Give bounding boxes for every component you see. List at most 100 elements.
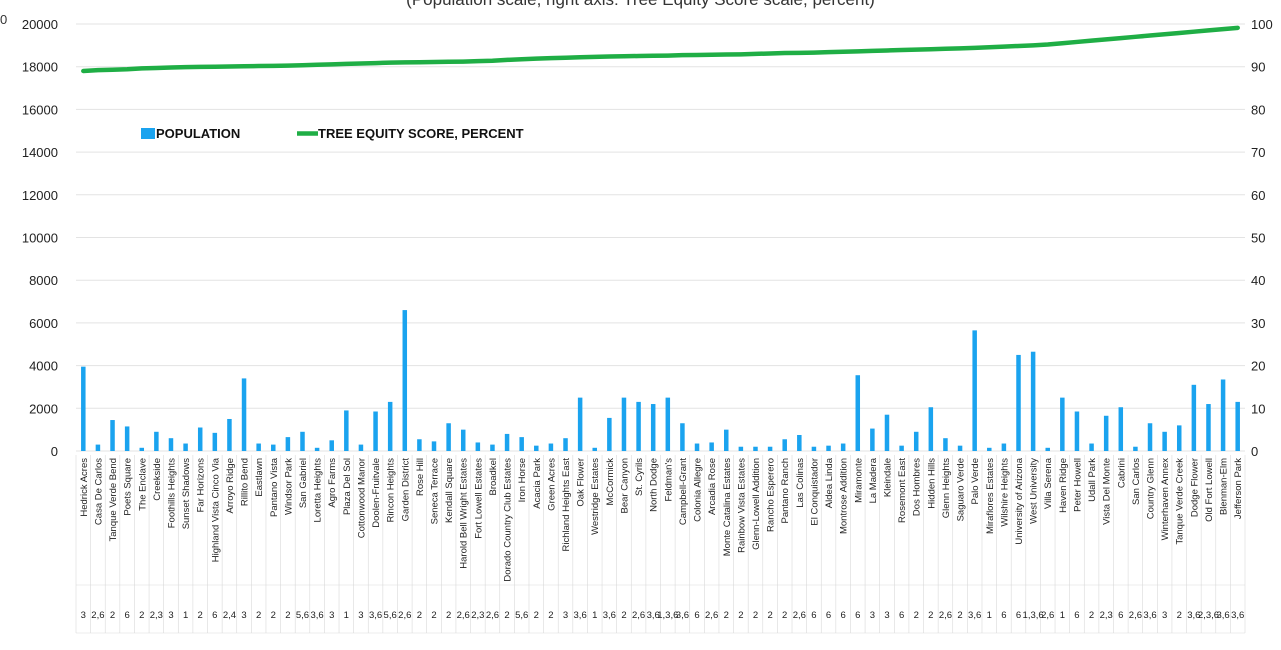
district-label: 6 xyxy=(1016,610,1021,621)
district-table: 3 2,6 2 6 2 2,3 3 1 2 6 2,4 3 2 2 2 5,6 3,6 3 1 3 3,6 5,6 2,6 2… xyxy=(75,455,1246,634)
district-label: 2 xyxy=(738,610,743,621)
category-label: Tanque Verde Bend xyxy=(108,458,119,541)
population-bar xyxy=(373,411,378,451)
population-bar xyxy=(1191,384,1197,451)
category-label: Villa Serena xyxy=(1043,457,1054,509)
category-label: Old Fort Lowell xyxy=(1204,458,1215,522)
district-label: 2 xyxy=(431,610,436,621)
district-label: 2,3 xyxy=(1100,610,1113,621)
district-label: 3,6 xyxy=(1143,610,1156,621)
district-label: 2 xyxy=(548,610,553,621)
legend: POPULATION TREE EQUITY SCORE, PERCENT xyxy=(141,126,524,141)
right-axis-tick-label: 70 xyxy=(1251,145,1265,160)
district-label: 3,6 xyxy=(311,610,324,621)
category-label: Rancho Esperero xyxy=(766,458,777,532)
population-bar xyxy=(899,445,904,451)
population-bar xyxy=(636,401,641,451)
district-label: 2 xyxy=(914,610,919,621)
category-label: Dos Hombres xyxy=(912,458,923,516)
category-label: The Enclave xyxy=(137,458,148,511)
category-label: Rosemont East xyxy=(897,458,908,523)
left-axis-tick-label: 10000 xyxy=(22,231,58,246)
population-bar xyxy=(402,310,408,451)
population-bar xyxy=(1176,425,1182,451)
population-bar xyxy=(1235,401,1240,451)
district-label: 2 xyxy=(139,610,144,621)
district-label: 2 xyxy=(271,610,276,621)
category-label: University of Arizona xyxy=(1014,457,1025,544)
population-bar xyxy=(534,445,539,451)
population-bar xyxy=(314,447,320,451)
right-axis-tick-label: 50 xyxy=(1251,231,1265,246)
district-label: 2,6 xyxy=(91,610,104,621)
left-axis-tick-label: 16000 xyxy=(22,102,58,117)
right-axis-tick-label: 80 xyxy=(1251,102,1265,117)
population-bar xyxy=(446,423,451,451)
district-label: 6 xyxy=(1074,610,1079,621)
population-bar xyxy=(95,444,101,451)
population-bar xyxy=(548,443,554,451)
population-bar xyxy=(987,447,992,451)
district-label: 6 xyxy=(124,610,129,621)
district-label: 2,4 xyxy=(223,610,236,621)
population-bar xyxy=(972,330,977,451)
district-label: 6 xyxy=(811,610,816,621)
population-bar xyxy=(957,445,963,451)
district-label: 2,6 xyxy=(1129,610,1142,621)
category-label: Miraflores Estates xyxy=(985,458,996,534)
legend-label-population: POPULATION xyxy=(156,126,240,141)
district-label: 6 xyxy=(1118,610,1123,621)
category-label: Rainbow Vista Estates xyxy=(736,458,747,553)
population-bar xyxy=(650,404,656,451)
category-label: Tanque Verde Creek xyxy=(1175,458,1186,545)
district-label: 5,6 xyxy=(384,610,397,621)
category-label: Cottonwood Manor xyxy=(356,458,367,538)
category-label: North Dodge xyxy=(649,458,660,512)
population-bar xyxy=(797,434,802,451)
district-label: 1 xyxy=(344,610,349,621)
district-label: 1 xyxy=(592,610,597,621)
chart-title: (Population scale, right axis: Tree Equi… xyxy=(0,0,1281,10)
category-label: Aldea Linda xyxy=(824,457,835,508)
population-bar xyxy=(738,446,744,451)
right-axis-tick-label: 20 xyxy=(1251,359,1265,374)
category-label: Kleindale xyxy=(882,458,893,497)
district-label: 2 xyxy=(1177,610,1182,621)
left-axis-tick-label: 4000 xyxy=(29,359,58,374)
district-label: 1,3,6 xyxy=(1023,610,1044,621)
population-bar xyxy=(767,446,773,451)
category-label: Windsor Park xyxy=(283,458,294,515)
district-label: 2 xyxy=(957,610,962,621)
district-label: 3,6 xyxy=(369,610,382,621)
population-bar xyxy=(212,432,218,451)
district-label: 2 xyxy=(753,610,758,621)
district-label: 5,6 xyxy=(515,610,528,621)
category-label: Rillito Bend xyxy=(240,458,251,506)
district-label: 6 xyxy=(841,610,846,621)
district-label: 2 xyxy=(767,610,772,621)
left-axis-tick-label: 8000 xyxy=(29,273,58,288)
category-label: Arroyo Ridge xyxy=(225,458,236,513)
district-label: 3 xyxy=(168,610,173,621)
district-label: 1 xyxy=(1060,610,1065,621)
district-label: 2,3,6 xyxy=(1198,610,1219,621)
population-bar xyxy=(431,441,437,451)
category-label: Pantano Ranch xyxy=(780,458,791,524)
legend-swatch-population xyxy=(141,128,155,139)
category-label: Country Glenn xyxy=(1146,458,1157,519)
category-label: Arcadia Rose xyxy=(707,458,718,515)
district-label: 2,6 xyxy=(457,610,470,621)
population-bar xyxy=(826,445,831,451)
district-label: 3 xyxy=(884,610,889,621)
category-label: Pantano Vista xyxy=(269,457,280,517)
category-label: El Conquistador xyxy=(809,458,820,526)
district-label: 2 xyxy=(446,610,451,621)
population-bar xyxy=(387,401,393,451)
category-label: Udall Park xyxy=(1087,458,1098,502)
population-bar xyxy=(300,431,305,451)
category-label: Winterhaven Annex xyxy=(1160,458,1171,541)
right-y-axis: 0 10 20 30 40 50 60 70 80 90 100 xyxy=(1251,17,1273,459)
district-label: 3,6 xyxy=(676,610,689,621)
category-label: Jefferson Park xyxy=(1233,458,1244,519)
district-label: 2 xyxy=(928,610,933,621)
